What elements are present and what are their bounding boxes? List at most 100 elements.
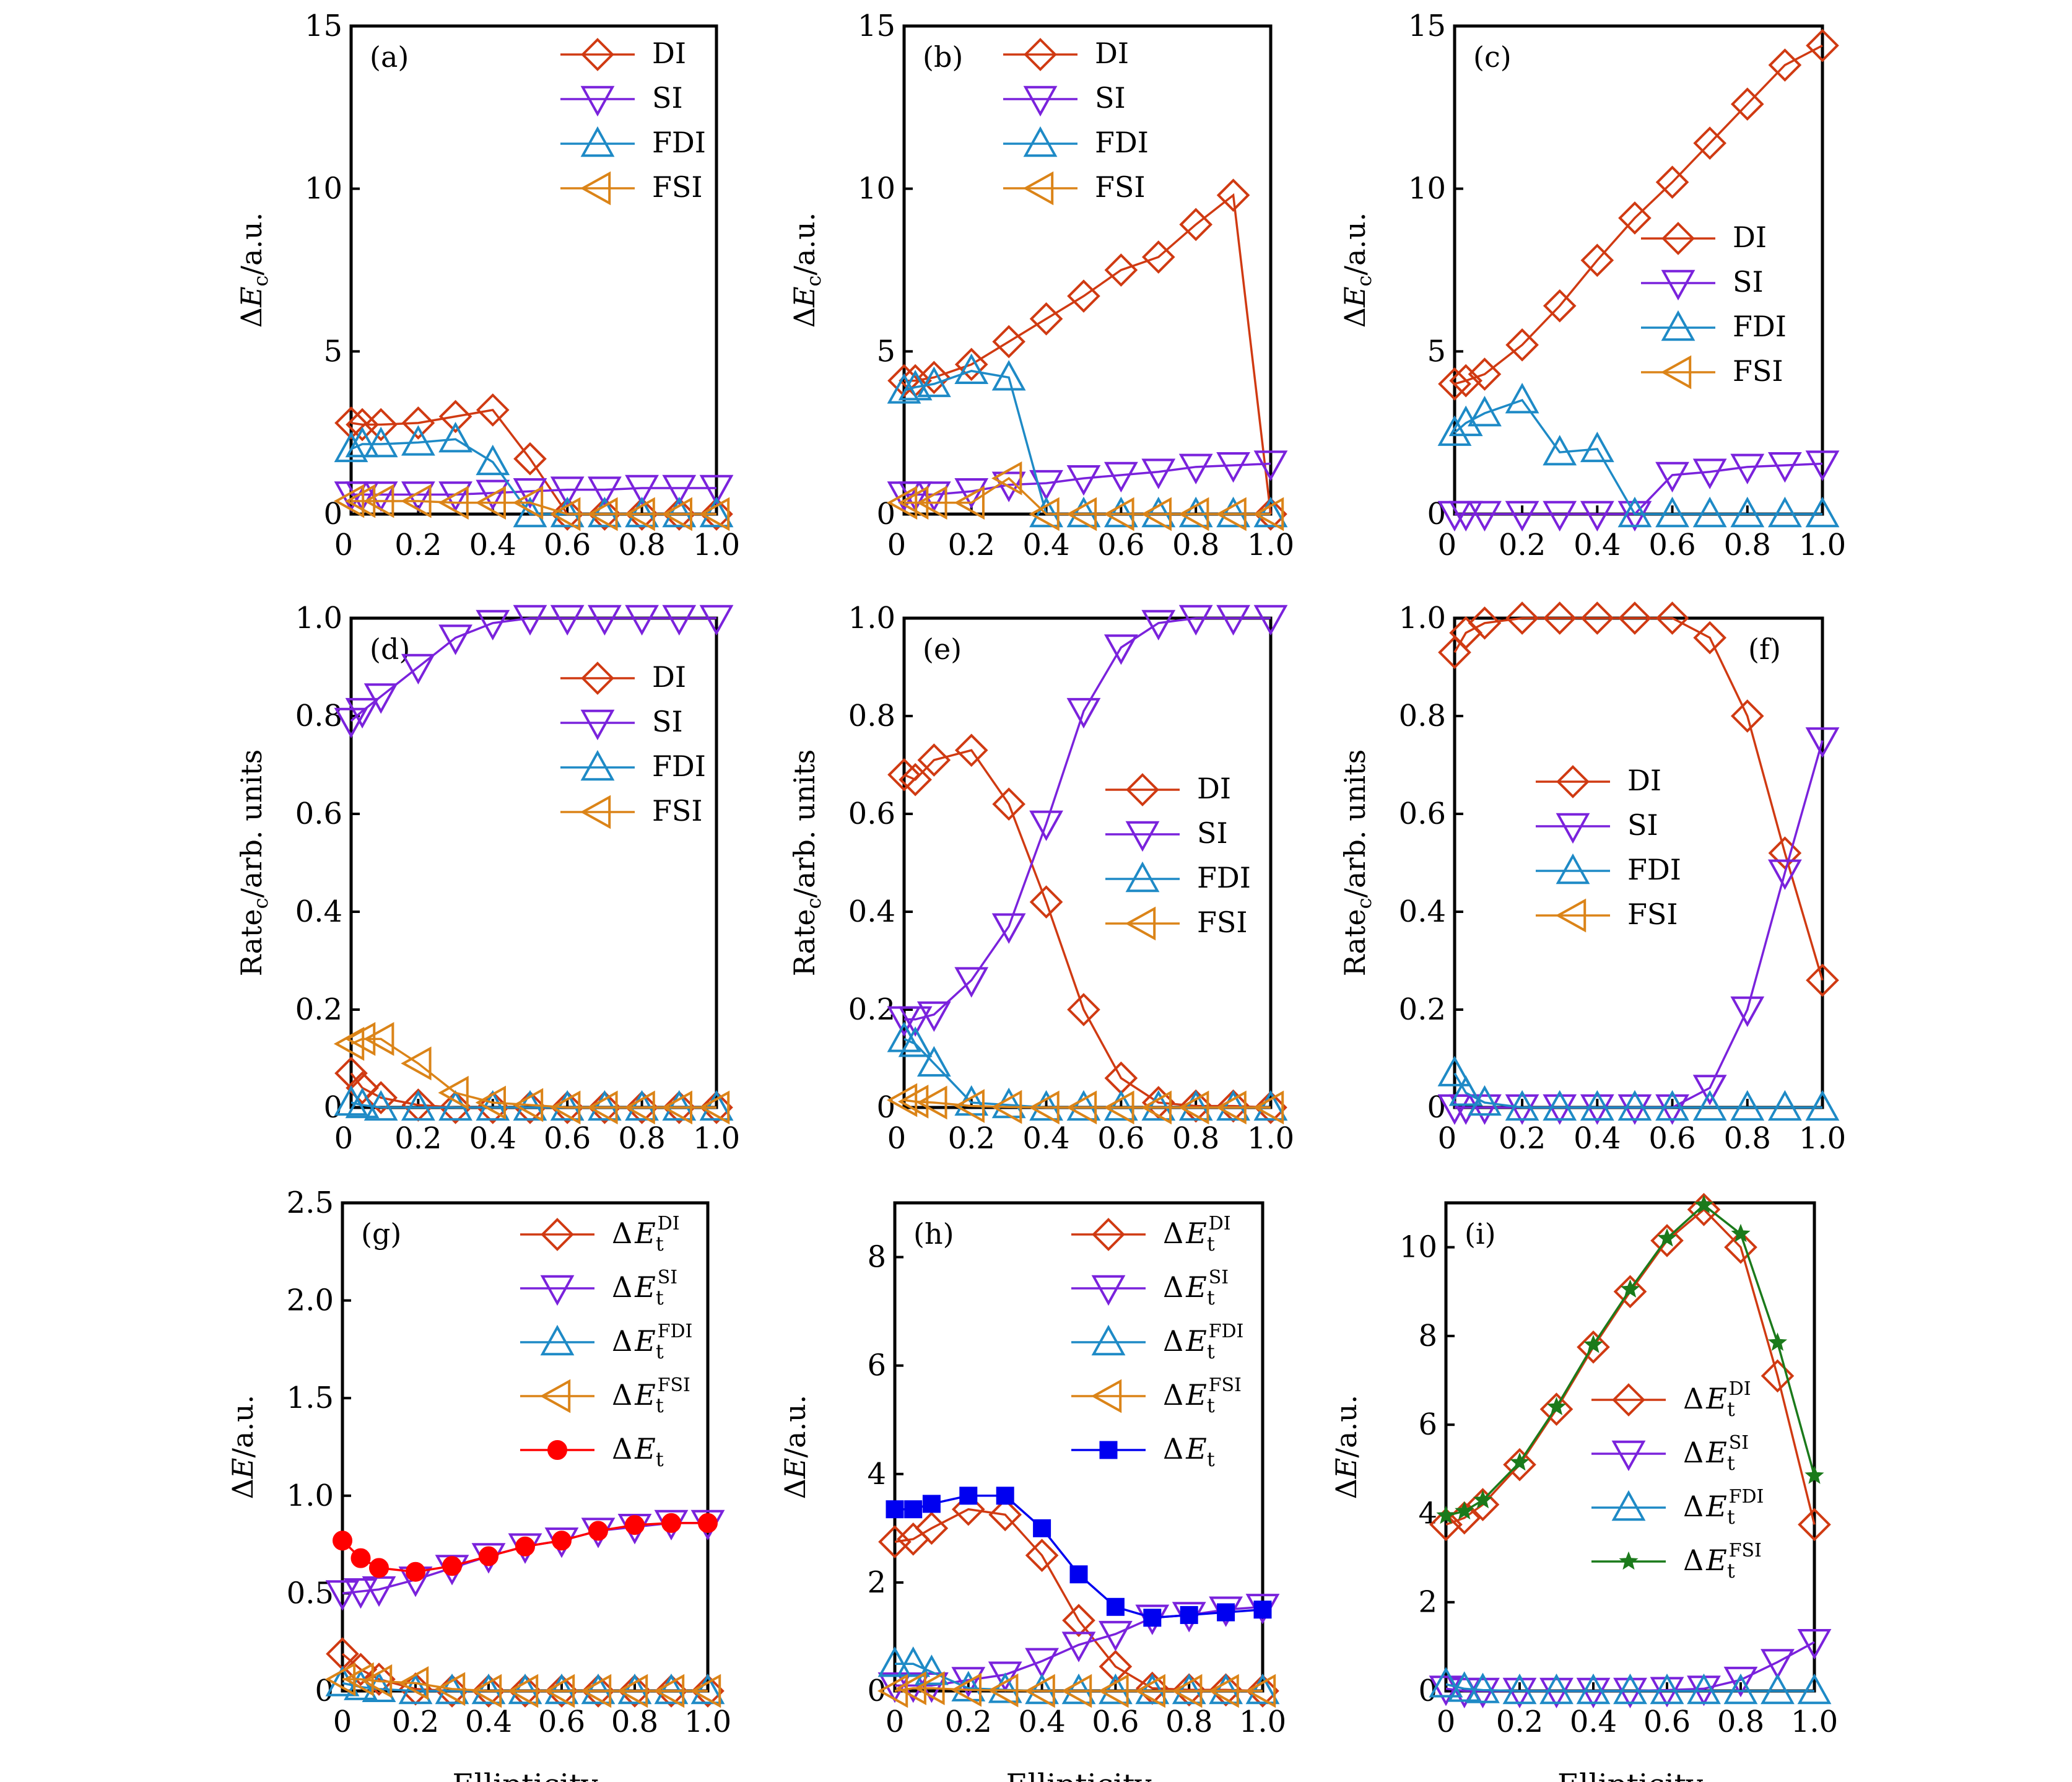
- data-point: [1178, 1090, 1209, 1125]
- series-di: [1438, 601, 1839, 997]
- data-point: [401, 653, 435, 685]
- legend-label: FDI: [1197, 861, 1251, 894]
- x-tick-label: 0: [887, 1121, 907, 1156]
- y-tick-label: 0: [876, 497, 895, 531]
- data-point: [916, 1001, 951, 1033]
- data-point: [1543, 435, 1577, 466]
- data-point: [625, 605, 659, 636]
- series-fdi: [1437, 1055, 1840, 1121]
- data-point: [1687, 1192, 1721, 1226]
- data-point: [438, 400, 472, 434]
- y-tick-label: 0.4: [1399, 894, 1446, 929]
- data-point: [1655, 601, 1689, 635]
- data-point: [1617, 1090, 1652, 1121]
- data-point: [922, 1495, 941, 1513]
- data-point: [438, 1075, 469, 1110]
- legend-label: SI: [1197, 816, 1228, 850]
- data-point: [479, 1546, 498, 1566]
- data-point: [1180, 1605, 1198, 1624]
- data-point: [915, 1654, 949, 1685]
- panel-label: (e): [923, 632, 962, 666]
- data-point: [1436, 1505, 1456, 1524]
- data-point: [1730, 496, 1765, 528]
- data-point: [887, 758, 921, 792]
- data-point: [1455, 1501, 1474, 1520]
- data-point: [954, 967, 989, 998]
- data-point: [916, 1085, 947, 1120]
- data-point: [895, 1671, 926, 1706]
- legend-marker: [581, 38, 614, 71]
- x-tick-label: 0.2: [394, 1121, 442, 1156]
- data-point: [1253, 1090, 1288, 1121]
- legend-label: DI: [1627, 764, 1661, 797]
- data-point: [1505, 328, 1539, 362]
- y-tick-label: 4: [1418, 1496, 1437, 1531]
- x-tick-label: 0.6: [1648, 528, 1695, 562]
- data-point: [1246, 1674, 1279, 1708]
- data-point: [1208, 1674, 1239, 1708]
- data-point: [507, 1674, 539, 1708]
- data-point: [1687, 1673, 1721, 1705]
- series-etsi: [1429, 1629, 1832, 1709]
- panel-label: (d): [370, 632, 410, 666]
- series-fdi: [887, 1021, 1288, 1121]
- legend-label: ΔEtSI: [1163, 1267, 1229, 1309]
- x-tick-label: 1.0: [693, 1121, 740, 1156]
- data-point: [700, 497, 733, 531]
- x-tick-label: 0.8: [1172, 528, 1219, 562]
- legend-label: SI: [652, 81, 683, 115]
- series-line: [895, 1495, 1263, 1619]
- data-point: [1468, 396, 1502, 427]
- data-point: [1141, 240, 1175, 274]
- data-point: [1141, 497, 1172, 531]
- series-fsi: [886, 1083, 1284, 1125]
- legend-marker: [1619, 1551, 1639, 1570]
- data-point: [1025, 1539, 1059, 1572]
- legend-marker: [541, 1218, 574, 1251]
- data-point: [1505, 1094, 1539, 1125]
- data-point: [1178, 605, 1213, 636]
- data-point: [1543, 1090, 1577, 1121]
- data-point: [1216, 496, 1250, 528]
- data-point: [1437, 415, 1472, 446]
- data-point: [1448, 1075, 1483, 1106]
- data-point: [550, 1090, 581, 1125]
- legend-marker: [1125, 906, 1156, 941]
- data-point: [1539, 1677, 1574, 1709]
- panel-g: 00.51.01.52.02.500.20.40.60.81.0ΔE/a.u.E…: [226, 1186, 731, 1782]
- y-tick-label: 1.0: [848, 601, 895, 635]
- data-point: [887, 373, 921, 404]
- data-point: [1505, 601, 1539, 635]
- data-point: [1620, 1279, 1640, 1298]
- legend-marker: [1022, 171, 1054, 206]
- data-point: [1466, 1672, 1500, 1703]
- data-point: [1580, 500, 1614, 532]
- data-point: [886, 1083, 918, 1117]
- data-point: [1543, 601, 1577, 635]
- x-tick-label: 0.6: [1092, 1705, 1139, 1739]
- data-point: [438, 422, 472, 453]
- data-point: [898, 1026, 933, 1057]
- data-point: [915, 1511, 949, 1545]
- series-line: [904, 462, 1271, 496]
- y-tick-label: 10: [305, 172, 342, 206]
- data-point: [624, 497, 655, 531]
- data-point: [1253, 605, 1288, 636]
- data-point: [580, 1674, 612, 1708]
- data-point: [476, 479, 510, 510]
- data-point: [991, 1090, 1022, 1124]
- x-axis-label: Ellipticity: [1557, 1768, 1703, 1782]
- y-tick-label: 8: [867, 1240, 886, 1275]
- data-point: [1033, 1519, 1051, 1537]
- data-point: [1104, 253, 1138, 287]
- legend-marker: [1023, 85, 1058, 117]
- data-point: [1029, 302, 1063, 336]
- series-line: [894, 1508, 1263, 1692]
- data-point: [401, 1090, 435, 1121]
- data-point: [1066, 496, 1101, 528]
- data-point: [1468, 500, 1502, 532]
- data-point: [917, 360, 951, 395]
- legend-marker: [1092, 1218, 1125, 1251]
- data-point: [587, 1090, 618, 1125]
